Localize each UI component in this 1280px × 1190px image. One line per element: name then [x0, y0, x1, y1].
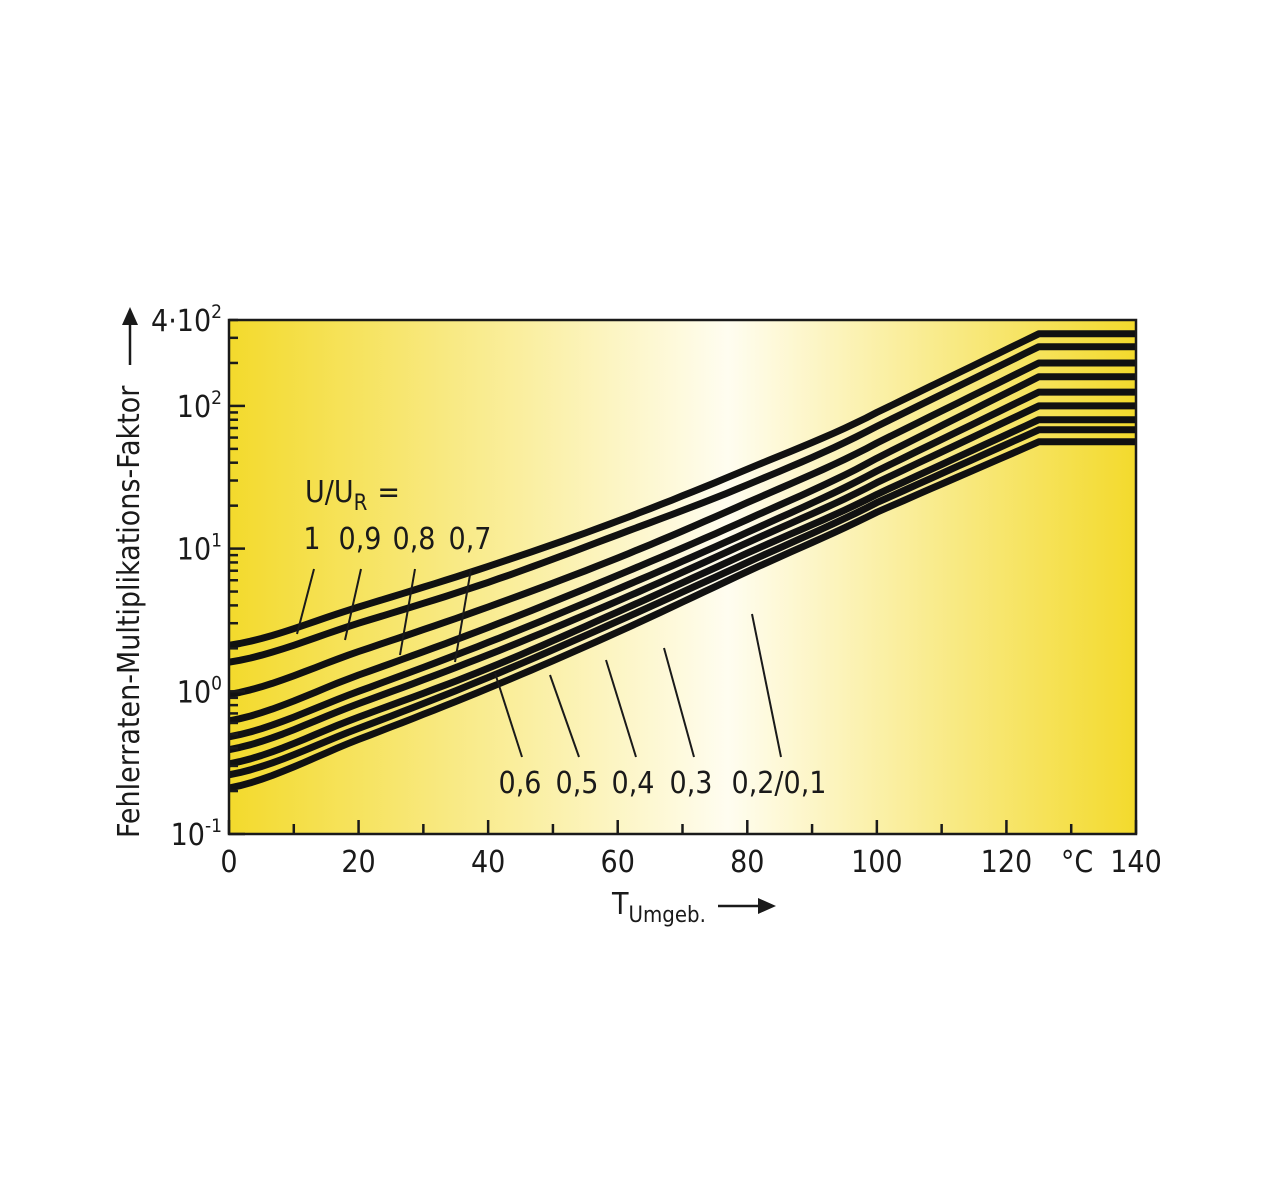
series-labels: 1 0,9 0,8 0,7 0,6 0,5 0,4 0,3 0,2/0,1 — [303, 522, 826, 801]
y-axis-title: Fehlerraten-Multiplikations-Faktor — [112, 385, 147, 838]
x-tick-label-60: 60 — [601, 845, 635, 880]
x-unit-label: °C — [1061, 845, 1093, 880]
leader-line-8 — [663, 647, 695, 758]
legend-title: U/UR = — [305, 475, 400, 516]
series-layer — [228, 330, 1136, 792]
leader-line-4 — [454, 568, 472, 663]
y-tick-label-base: 4·10 — [151, 304, 211, 339]
x-axis-title-sub: Umgeb. — [628, 903, 705, 928]
series-label-bottom-2: 0,5 — [556, 766, 599, 801]
y-tick-label-exponent: 0 — [211, 672, 222, 694]
x-tick-label-140: 140 — [1110, 845, 1162, 880]
legend-title-suffix: = — [377, 475, 400, 510]
leader-line-7 — [605, 659, 637, 758]
x-tick-label-80: 80 — [730, 845, 764, 880]
series-line-6 — [228, 402, 1136, 754]
leader-line-6 — [549, 674, 580, 758]
leader-line-5 — [494, 672, 523, 758]
series-label-bottom-3: 0,4 — [612, 766, 655, 801]
y-tick-label: 101 — [177, 530, 222, 568]
y-tick-label-exponent: 2 — [211, 387, 222, 409]
y-tick-label: 4·102 — [151, 301, 222, 339]
x-tick-label-100: 100 — [851, 845, 903, 880]
x-tick-labels: 0 20 40 60 80 100 120 140 — [220, 845, 1161, 880]
x-axis-title: TUmgeb. — [611, 887, 706, 928]
x-tick-label-20: 20 — [341, 845, 375, 880]
series-label-top-4: 0,7 — [449, 522, 492, 557]
legend-title-sub: R — [354, 491, 368, 516]
x-axis-title-main: T — [611, 887, 629, 922]
leader-line-3 — [399, 568, 416, 656]
series-label-top-2: 0,9 — [339, 522, 382, 557]
series-line-2 — [228, 343, 1136, 666]
series-line-8 — [228, 426, 1136, 779]
leader-line-9 — [751, 613, 782, 758]
series-line-9 — [228, 438, 1136, 792]
series-line-5 — [228, 388, 1136, 741]
leader-lines — [296, 568, 782, 758]
series-label-bottom-1: 0,6 — [499, 766, 542, 801]
y-tick-label-exponent: 2 — [211, 301, 222, 323]
series-line-3 — [228, 359, 1136, 698]
y-tick-label: 100 — [177, 672, 222, 710]
y-tick-label-base: 10 — [177, 533, 211, 568]
x-tick-label-0: 0 — [220, 845, 237, 880]
tick-layer — [227, 318, 1138, 836]
y-tick-label: 10-1 — [171, 815, 222, 853]
y-tick-label: 102 — [177, 387, 222, 425]
x-tick-label-40: 40 — [471, 845, 505, 880]
y-axis-arrow — [122, 307, 138, 365]
y-tick-label-base: 10 — [177, 675, 211, 710]
x-tick-label-120: 120 — [981, 845, 1033, 880]
series-line-4 — [228, 373, 1136, 725]
y-tick-label-base: 10 — [171, 818, 205, 853]
series-label-bottom-4: 0,3 — [670, 766, 713, 801]
leader-line-2 — [344, 568, 362, 641]
y-tick-label-exponent: 1 — [211, 530, 222, 552]
x-axis-arrow — [718, 898, 776, 914]
legend-title-main: U/U — [305, 475, 354, 510]
series-line-1 — [228, 330, 1136, 649]
series-line-7 — [228, 416, 1136, 768]
series-label-top-1: 1 — [303, 522, 320, 557]
series-label-top-3: 0,8 — [393, 522, 436, 557]
leader-line-1 — [296, 568, 315, 635]
y-tick-label-exponent: -1 — [205, 815, 222, 837]
y-tick-label-base: 10 — [177, 390, 211, 425]
series-label-bottom-5: 0,2/0,1 — [732, 766, 827, 801]
